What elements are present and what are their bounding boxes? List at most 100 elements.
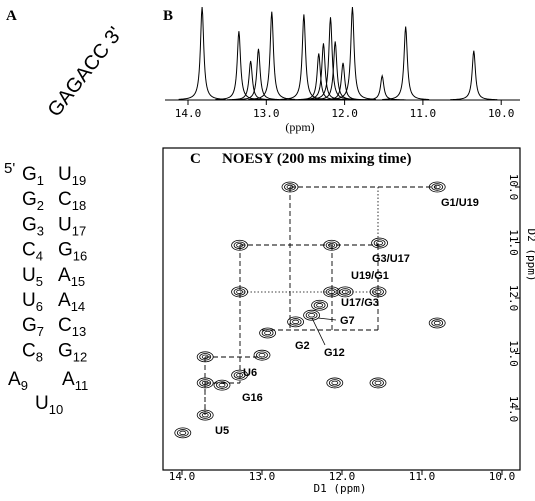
contour — [372, 288, 384, 296]
contour — [201, 354, 209, 360]
contour — [287, 316, 305, 328]
base: U — [22, 265, 36, 286]
contour — [179, 430, 187, 436]
cross-peak — [323, 286, 341, 298]
cross-peak — [174, 427, 192, 439]
contour — [431, 183, 444, 191]
contour — [201, 412, 209, 418]
base: A — [8, 369, 21, 390]
contour — [369, 377, 387, 389]
base: U — [22, 290, 36, 311]
nucleotide: A14 — [58, 290, 85, 314]
contour — [376, 240, 384, 246]
contour — [328, 289, 336, 295]
contour — [292, 319, 300, 325]
nucleotide: G1 — [22, 164, 44, 188]
contour — [371, 237, 389, 249]
cross-peak — [287, 316, 305, 328]
nucleotide: A11 — [62, 369, 88, 393]
contour — [196, 377, 214, 389]
contour — [196, 351, 214, 363]
cross-peak — [196, 377, 214, 389]
peak-annotation: U5 — [215, 425, 229, 437]
base: A — [58, 265, 71, 286]
peak-annotation: G3/U17 — [372, 253, 410, 265]
base: C — [58, 189, 72, 210]
position: 16 — [73, 249, 87, 264]
panel-label: B — [163, 8, 173, 24]
contour — [253, 349, 271, 361]
nucleotide: G3 — [22, 214, 44, 238]
base: G — [58, 240, 73, 261]
position: 10 — [49, 402, 63, 417]
contour — [325, 288, 338, 296]
contour — [281, 181, 299, 193]
contour — [328, 379, 341, 387]
contour — [374, 289, 382, 295]
position: 15 — [71, 274, 85, 289]
nucleotide: U10 — [35, 393, 63, 417]
contour — [264, 330, 272, 336]
contour — [261, 329, 274, 337]
x-tick-label: 11.0 — [410, 107, 437, 120]
cross-peak — [428, 317, 446, 329]
contour — [259, 327, 277, 339]
cross-peak — [369, 286, 387, 298]
peak-annotation: U19/G1 — [351, 270, 389, 282]
cross-peak — [253, 349, 271, 361]
nucleotide: U5 — [22, 265, 43, 289]
y-tick-label: 14.0 — [507, 396, 520, 423]
cross-peak — [371, 237, 389, 249]
x-tick-label: 12.0 — [331, 107, 358, 120]
y-tick-label: 13.0 — [507, 340, 520, 367]
spectrum-peak — [234, 48, 282, 101]
nucleotide: U6 — [22, 290, 43, 314]
y-tick-label: 10.0 — [507, 174, 520, 201]
base: A — [62, 369, 75, 390]
contour — [176, 429, 189, 437]
spectrum-peak — [382, 26, 430, 100]
position: 13 — [72, 324, 86, 339]
contour — [199, 411, 212, 419]
contour — [328, 243, 336, 248]
nucleotide: G7 — [22, 315, 44, 339]
base: C — [22, 240, 36, 261]
contour — [201, 380, 209, 386]
contour — [174, 427, 192, 439]
cross-peak — [311, 299, 329, 311]
position: 17 — [72, 223, 86, 238]
peak-annotation: U6 — [243, 367, 257, 379]
contour — [284, 183, 296, 191]
position: 5 — [36, 274, 43, 289]
spectrum-peak — [328, 6, 376, 100]
peak-annotation: G7 — [340, 315, 355, 327]
contour — [233, 241, 246, 249]
connectivity-lines — [204, 186, 437, 415]
position: 2 — [37, 198, 44, 213]
peak-annotation: U17/G3 — [341, 297, 379, 309]
contour — [199, 379, 212, 387]
spectrum-peak — [450, 50, 498, 101]
base: C — [22, 340, 36, 361]
nucleotide: G2 — [22, 189, 44, 213]
base: G — [22, 315, 37, 336]
y-tick-label: 11.0 — [507, 229, 520, 256]
contour — [431, 319, 444, 327]
cross-peak — [196, 351, 214, 363]
contour — [326, 377, 344, 389]
contour — [236, 372, 244, 378]
peak-annotation: G16 — [242, 392, 263, 404]
x-tick-label: 10.0 — [488, 107, 515, 120]
nucleotide: C4 — [22, 240, 43, 264]
contour — [433, 184, 441, 190]
position: 8 — [36, 349, 43, 364]
contour — [213, 379, 231, 391]
spectrum-peak — [215, 31, 263, 101]
nucleotide: A15 — [58, 265, 85, 289]
nucleotide: U19 — [58, 164, 86, 188]
peak-annotation: G2 — [295, 340, 310, 352]
x-tick-label: 13.0 — [253, 107, 280, 120]
contour — [199, 353, 212, 361]
position: 9 — [21, 378, 28, 393]
contour — [325, 241, 338, 249]
